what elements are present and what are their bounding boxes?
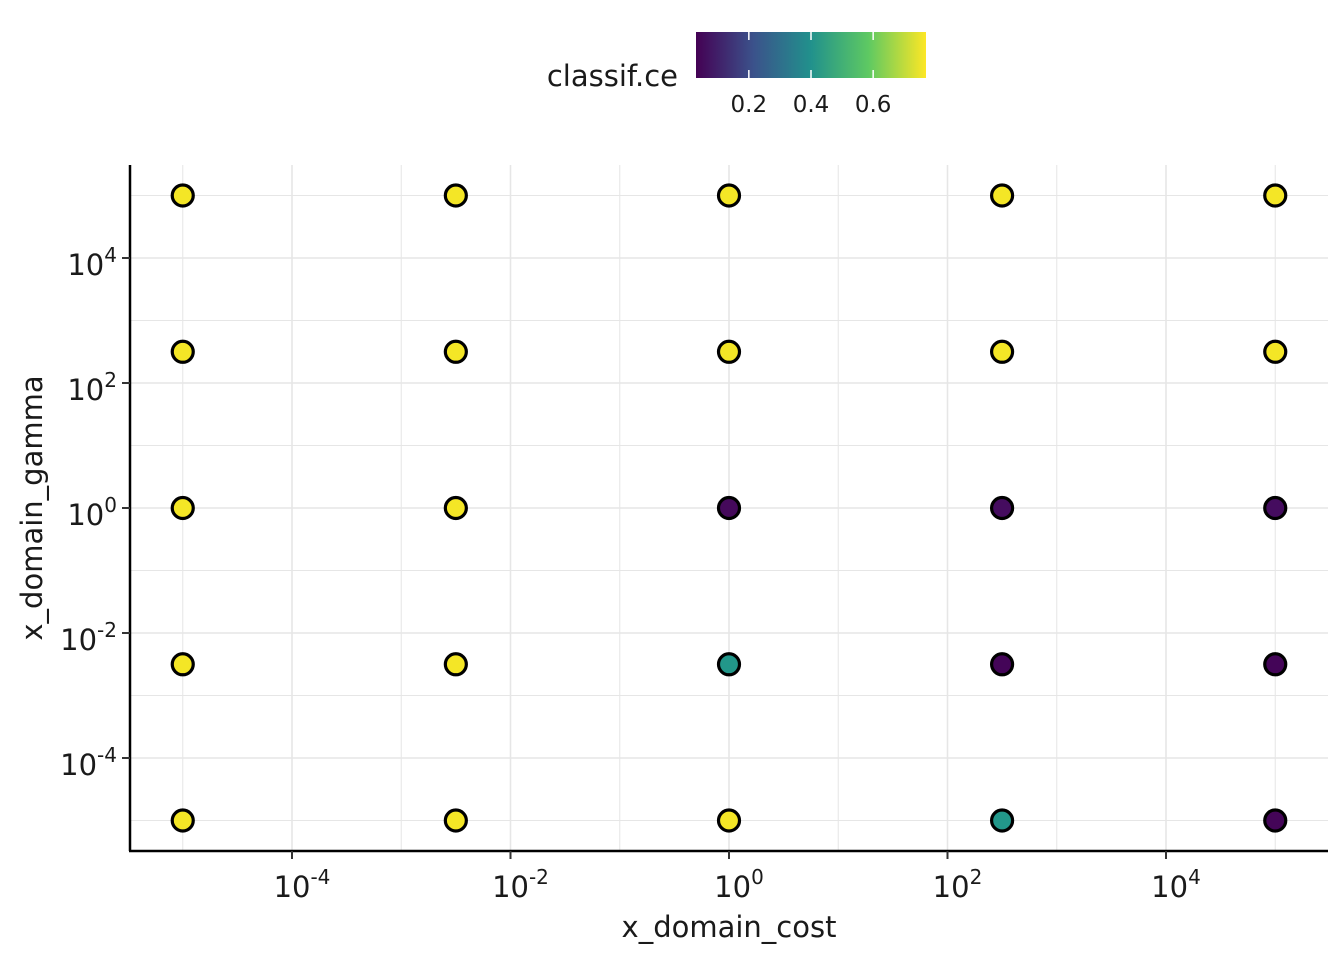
legend-tick-label: 0.4 xyxy=(793,92,830,118)
data-point xyxy=(716,808,742,833)
data-point xyxy=(1263,652,1288,677)
data-point xyxy=(1263,339,1288,364)
y-tick-label: 100 xyxy=(67,493,117,532)
data-points xyxy=(170,183,1288,833)
x-tick-label: 10-2 xyxy=(492,865,549,904)
color-legend: classif.ce 0.2 0.4 0.6 xyxy=(547,32,926,118)
y-tick-label: 10-2 xyxy=(60,618,117,657)
data-point xyxy=(1263,808,1288,833)
x-axis-label: x_domain_cost xyxy=(622,910,837,944)
data-point xyxy=(170,183,195,208)
x-tick-label: 104 xyxy=(1151,865,1201,904)
data-point xyxy=(443,183,468,208)
grid-lines xyxy=(130,165,1328,851)
data-point xyxy=(170,652,195,677)
data-point xyxy=(443,339,468,364)
data-point xyxy=(170,495,195,521)
x-tick-label: 100 xyxy=(714,865,764,904)
legend-ticks: 0.2 0.4 0.6 xyxy=(731,32,892,118)
data-point xyxy=(716,495,742,521)
y-tick-label: 102 xyxy=(67,368,117,407)
data-point xyxy=(170,808,195,833)
y-tick-label: 104 xyxy=(67,243,117,282)
data-point xyxy=(716,339,742,364)
x-tick-label: 102 xyxy=(933,865,983,904)
data-point xyxy=(989,495,1015,521)
legend-title: classif.ce xyxy=(547,59,678,93)
y-tick-label: 10-4 xyxy=(60,743,117,782)
data-point xyxy=(989,183,1015,208)
data-point xyxy=(716,652,742,677)
x-axis-ticks: 10-4 10-2 100 102 104 xyxy=(274,851,1201,904)
data-point xyxy=(989,339,1015,364)
data-point xyxy=(443,652,468,677)
data-point xyxy=(1263,495,1288,521)
data-point xyxy=(989,652,1015,677)
data-point xyxy=(1263,183,1288,208)
legend-tick-label: 0.2 xyxy=(731,92,768,118)
data-point xyxy=(170,339,195,364)
y-axis-label: x_domain_gamma xyxy=(15,375,49,640)
x-tick-label: 10-4 xyxy=(274,865,331,904)
legend-tick-label: 0.6 xyxy=(855,92,892,118)
data-point xyxy=(443,808,468,833)
data-point xyxy=(989,808,1015,833)
y-axis-ticks: 10-4 10-2 100 102 104 xyxy=(60,243,130,782)
data-point xyxy=(716,183,742,208)
data-point xyxy=(443,495,468,521)
